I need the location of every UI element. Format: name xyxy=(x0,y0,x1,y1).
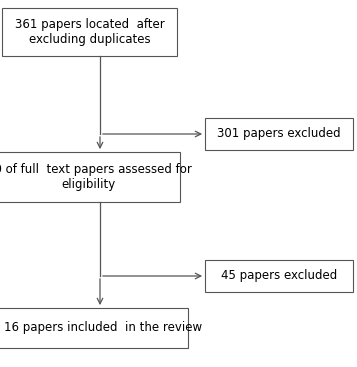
Text: 361 papers located  after
excluding duplicates: 361 papers located after excluding dupli… xyxy=(15,18,164,46)
Text: 16 papers included  in the review: 16 papers included in the review xyxy=(4,321,202,334)
Bar xyxy=(0,152,180,202)
Bar xyxy=(205,260,353,292)
Text: 60 of full  text papers assessed for
eligibility: 60 of full text papers assessed for elig… xyxy=(0,163,191,191)
Bar xyxy=(0,308,188,348)
Bar xyxy=(2,8,177,56)
Bar xyxy=(205,118,353,150)
Text: 301 papers excluded: 301 papers excluded xyxy=(217,127,341,141)
Text: 45 papers excluded: 45 papers excluded xyxy=(221,269,337,283)
